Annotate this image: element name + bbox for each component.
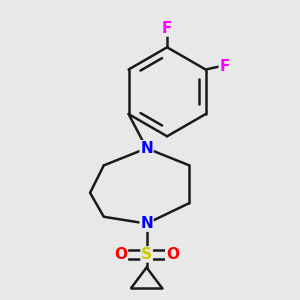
- Text: O: O: [114, 247, 128, 262]
- Text: S: S: [141, 247, 152, 262]
- Text: N: N: [140, 141, 153, 156]
- Text: N: N: [140, 216, 153, 231]
- Text: O: O: [166, 247, 179, 262]
- Text: F: F: [162, 21, 172, 36]
- Text: F: F: [219, 58, 230, 74]
